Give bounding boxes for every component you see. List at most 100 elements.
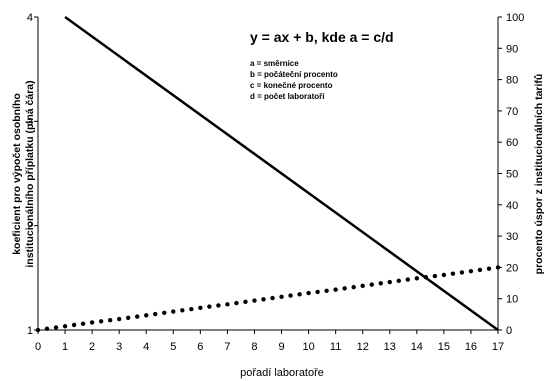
dotted-line-dot [486,266,492,271]
data-point [441,272,447,278]
right-y-tick-label: 90 [506,43,518,55]
data-point [89,320,95,325]
data-point [414,276,420,281]
dotted-line-dot [71,322,77,328]
data-point [333,287,338,292]
dotted-line-series [35,265,501,333]
dotted-line-dot [80,321,86,326]
axes [34,16,502,334]
dotted-line-dot [396,278,401,284]
dotted-line-dot [243,299,248,305]
dotted-line-dot [423,275,429,280]
right-y-tick-label: 100 [506,12,524,24]
left-y-tick-label: 4 [27,12,33,24]
right-y-tick-label: 0 [506,325,512,337]
right-axis-title-group: procento úspor z institucionálních tarif… [533,74,545,275]
right-y-tick-label: 10 [506,294,518,306]
right-y-tick-label: 20 [506,262,518,274]
data-point [35,327,41,333]
dotted-line-dot [432,273,438,279]
dotted-line-dot [234,300,239,306]
tick-labels: 0 1 2 3 4 5 6 7 8 9 10 11 12 13 14 15 16 1712340102030405… [27,12,524,353]
legend-line-a: a = směrnice [250,59,299,68]
x-tick-label: 15 [438,341,450,353]
legend-line-b: b = počáteční procento [250,70,338,79]
left-axis-title: koeficient pro výpočet osobního instituc… [11,80,36,267]
dotted-line-dot [459,270,465,275]
dotted-line-dot [261,297,266,302]
data-point [279,294,284,300]
right-y-tick-label: 40 [506,200,518,212]
dotted-line-dot [207,304,212,309]
dotted-line-dot [98,319,104,324]
right-y-tick-label: 30 [506,231,518,243]
left-y-tick-label: 3 [27,116,33,128]
x-tick-label: 0 [35,341,41,353]
legend-line-c: c = konečné procento [250,81,333,90]
dotted-line-dot [162,310,167,315]
dotted-line-dot [378,281,383,286]
dotted-line-dot [189,306,194,312]
legend-line-d: d = počet laboratoří [250,92,325,101]
dotted-line-dot [180,308,185,313]
x-tick-label: 3 [116,341,122,353]
legend: a = směrnice b = počáteční procento c = … [250,59,338,101]
left-y-tick-label: 2 [27,221,33,233]
data-point [144,313,149,318]
right-axis-title: procento úspor z institucionálních tarif… [533,74,545,275]
x-tick-label: 16 [465,341,477,353]
dotted-line-dot [107,317,113,323]
data-point [387,279,392,285]
x-tick-label: 1 [62,341,68,353]
x-tick-label: 17 [492,341,504,353]
right-y-tick-label: 70 [506,106,518,118]
data-point [306,290,311,296]
x-tick-label: 6 [197,341,203,353]
dotted-line-dot [324,288,329,293]
data-point [468,268,474,274]
dotted-line-dot [450,271,456,276]
dotted-line-dot [135,314,140,319]
series [35,15,501,333]
x-tick-label: 14 [411,341,423,353]
left-axis-title-line-1: koeficient pro výpočet osobního [11,93,23,255]
x-tick-label: 9 [278,341,284,353]
data-point [171,309,176,314]
data-point [495,265,501,270]
x-tick-label: 12 [357,341,369,353]
x-tick-label: 7 [224,341,230,353]
x-axis-title: pořadí laboratoře [240,367,324,379]
dotted-line-dot [125,315,131,320]
dotted-line-dot [342,286,347,291]
dotted-line-dot [216,303,221,308]
dotted-line-dot [477,267,483,273]
x-tick-label: 8 [251,341,257,353]
dotted-line-dot [53,325,59,330]
dotted-line-dot [315,289,320,295]
right-y-tick-label: 60 [506,137,518,149]
x-tick-label: 13 [384,341,396,353]
x-tick-label: 4 [143,341,149,353]
left-axis-title-line-2: institucionálního příplatku (plná čára) [24,80,36,267]
dotted-line-dot [369,282,374,287]
dotted-line-dot [44,326,50,331]
left-y-tick-label: 1 [27,325,33,337]
dotted-line-dot [405,277,411,282]
data-point [225,302,230,307]
data-point [198,305,203,310]
x-tick-label: 5 [170,341,176,353]
dotted-line-dot [270,295,275,301]
dotted-line-dot [351,284,356,290]
dotted-line-dot [297,292,302,297]
data-point [252,298,257,303]
dotted-line-dot [288,293,293,298]
data-point [62,324,68,329]
dotted-line-dot [153,311,158,317]
x-tick-label: 11 [330,341,341,353]
formula-title: y = ax + b, kde a = c/d [250,29,394,45]
data-point [116,316,122,322]
x-tick-label: 2 [89,341,95,353]
right-y-tick-label: 80 [506,75,518,87]
data-point [360,283,365,289]
